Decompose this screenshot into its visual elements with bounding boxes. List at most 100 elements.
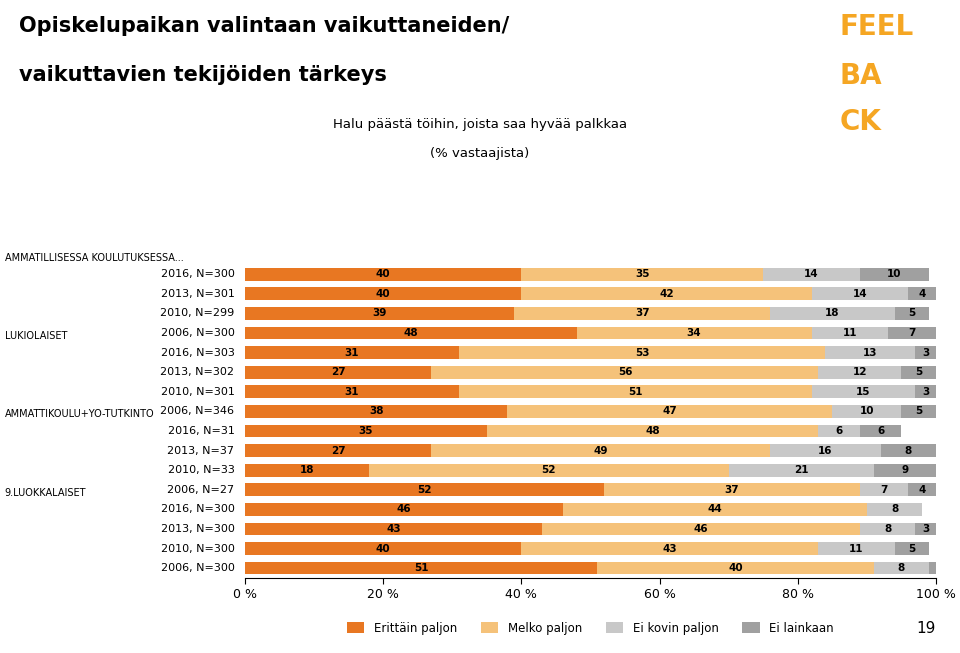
Bar bbox=[915, 522, 936, 535]
Bar bbox=[515, 307, 770, 320]
Bar bbox=[895, 307, 929, 320]
Bar bbox=[604, 483, 860, 496]
Bar bbox=[860, 522, 915, 535]
Text: 2010, N=33: 2010, N=33 bbox=[168, 465, 234, 475]
Text: 35: 35 bbox=[635, 269, 650, 279]
Text: 13: 13 bbox=[863, 347, 877, 358]
Text: 5: 5 bbox=[915, 406, 923, 417]
Text: 7: 7 bbox=[908, 328, 916, 338]
Text: 2006, N=346: 2006, N=346 bbox=[160, 406, 234, 417]
Text: 2013, N=301: 2013, N=301 bbox=[160, 289, 234, 299]
Text: 2013, N=37: 2013, N=37 bbox=[167, 445, 234, 456]
Text: CK: CK bbox=[840, 108, 882, 136]
Text: 2010, N=301: 2010, N=301 bbox=[160, 387, 234, 397]
Text: 7: 7 bbox=[880, 485, 888, 495]
Text: 18: 18 bbox=[825, 308, 840, 319]
Text: 9: 9 bbox=[901, 465, 908, 475]
Text: 15: 15 bbox=[856, 387, 871, 397]
Bar bbox=[431, 444, 770, 457]
Bar bbox=[245, 424, 487, 438]
Text: 3: 3 bbox=[922, 387, 929, 397]
Text: 40: 40 bbox=[729, 563, 743, 573]
Bar bbox=[819, 542, 895, 555]
Bar bbox=[245, 385, 459, 398]
Text: 47: 47 bbox=[662, 406, 677, 417]
Text: 5: 5 bbox=[908, 543, 916, 554]
Text: 2016, N=31: 2016, N=31 bbox=[168, 426, 234, 436]
Bar bbox=[245, 562, 597, 575]
Text: 49: 49 bbox=[593, 445, 608, 456]
Text: 2010, N=300: 2010, N=300 bbox=[160, 543, 234, 554]
Bar bbox=[370, 464, 729, 477]
Bar bbox=[245, 346, 459, 359]
Bar bbox=[880, 444, 936, 457]
Bar bbox=[811, 287, 908, 300]
Text: 31: 31 bbox=[345, 387, 359, 397]
Text: 19: 19 bbox=[917, 621, 936, 635]
Bar bbox=[245, 522, 542, 535]
Bar bbox=[770, 307, 895, 320]
Bar bbox=[819, 424, 860, 438]
Text: 42: 42 bbox=[660, 289, 674, 299]
Text: 14: 14 bbox=[804, 269, 819, 279]
Text: 40: 40 bbox=[375, 543, 391, 554]
Bar bbox=[832, 405, 901, 418]
Bar bbox=[826, 346, 915, 359]
Text: 3: 3 bbox=[922, 347, 929, 358]
Text: 5: 5 bbox=[915, 367, 923, 377]
Text: 48: 48 bbox=[645, 426, 660, 436]
Text: 31: 31 bbox=[345, 347, 359, 358]
Text: 43: 43 bbox=[662, 543, 677, 554]
Text: 56: 56 bbox=[617, 367, 633, 377]
Bar bbox=[245, 464, 370, 477]
Text: 14: 14 bbox=[852, 289, 867, 299]
Bar bbox=[888, 326, 936, 340]
Text: 27: 27 bbox=[331, 367, 346, 377]
Bar bbox=[508, 405, 832, 418]
Text: 18: 18 bbox=[300, 465, 314, 475]
Text: 8: 8 bbox=[904, 445, 912, 456]
Text: AMMATILLISESSA KOULUTUKSESSA...: AMMATILLISESSA KOULUTUKSESSA... bbox=[5, 253, 183, 263]
Text: 2006, N=300: 2006, N=300 bbox=[160, 563, 234, 573]
Bar bbox=[459, 385, 811, 398]
Bar bbox=[819, 366, 901, 379]
Text: 12: 12 bbox=[852, 367, 867, 377]
Text: 51: 51 bbox=[414, 563, 428, 573]
Bar bbox=[431, 366, 819, 379]
Bar bbox=[542, 522, 860, 535]
Text: Undervisnings- och kulturministeriet: Undervisnings- och kulturministeriet bbox=[10, 635, 226, 648]
Bar bbox=[901, 366, 936, 379]
Bar bbox=[487, 424, 819, 438]
Text: 35: 35 bbox=[358, 426, 373, 436]
Bar bbox=[915, 346, 936, 359]
Text: 53: 53 bbox=[635, 347, 650, 358]
Text: 8: 8 bbox=[898, 563, 905, 573]
Bar bbox=[763, 268, 860, 281]
Text: 52: 52 bbox=[541, 465, 556, 475]
Bar bbox=[563, 503, 867, 516]
Text: 37: 37 bbox=[725, 485, 739, 495]
Bar bbox=[245, 542, 521, 555]
Bar bbox=[245, 268, 521, 281]
Text: 43: 43 bbox=[386, 524, 400, 534]
Text: vaikuttavien tekijöiden tärkeys: vaikuttavien tekijöiden tärkeys bbox=[19, 65, 387, 86]
Text: 2010, N=299: 2010, N=299 bbox=[160, 308, 234, 319]
Text: 39: 39 bbox=[372, 308, 387, 319]
Text: 27: 27 bbox=[331, 445, 346, 456]
Text: 11: 11 bbox=[850, 543, 864, 554]
Bar bbox=[874, 562, 929, 575]
Text: 40: 40 bbox=[375, 289, 391, 299]
Bar bbox=[811, 326, 888, 340]
Bar bbox=[895, 542, 929, 555]
Bar bbox=[915, 385, 936, 398]
Bar bbox=[245, 405, 508, 418]
Text: 2013, N=300: 2013, N=300 bbox=[160, 524, 234, 534]
Text: 10: 10 bbox=[887, 269, 901, 279]
Text: 2013, N=302: 2013, N=302 bbox=[160, 367, 234, 377]
Text: 10: 10 bbox=[859, 406, 875, 417]
Text: 4: 4 bbox=[919, 289, 925, 299]
Bar bbox=[874, 464, 936, 477]
Bar bbox=[597, 562, 874, 575]
Text: 11: 11 bbox=[842, 328, 857, 338]
Bar bbox=[577, 326, 811, 340]
